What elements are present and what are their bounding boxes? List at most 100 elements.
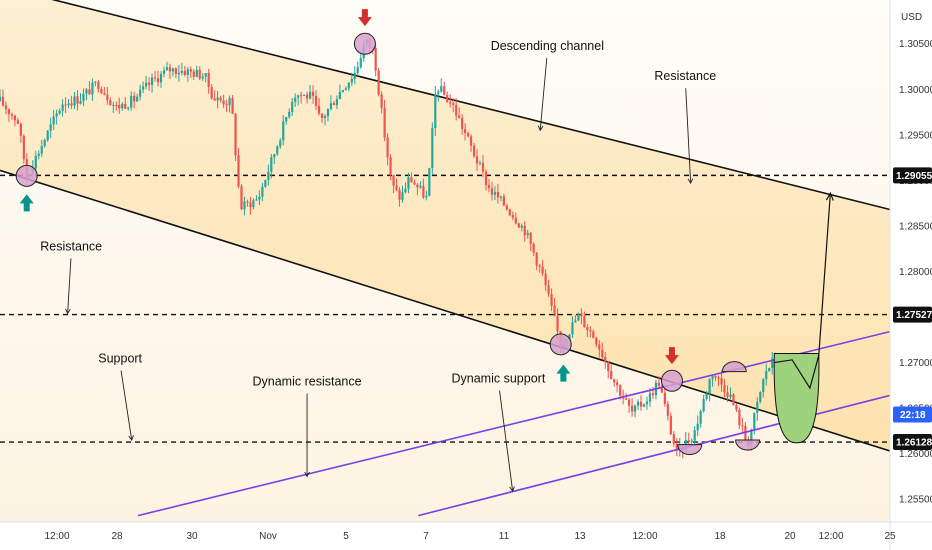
annotation-pointer (539, 58, 548, 131)
x-tick-label: 5 (343, 531, 349, 542)
bullish-candle (144, 75, 148, 90)
bearish-candle (314, 90, 318, 111)
bullish-candle (308, 85, 312, 100)
candle-body (711, 376, 714, 380)
candle-body (493, 191, 497, 195)
candle-body (604, 357, 607, 362)
candle-body (610, 370, 613, 380)
bearish-candle (616, 379, 619, 393)
bullish-candle (279, 138, 282, 149)
candle-body (332, 103, 336, 106)
candle-body (234, 113, 237, 156)
candle-body (198, 69, 201, 79)
candle-body (100, 89, 103, 94)
candle-body (1, 96, 5, 106)
bullish-candle (353, 66, 356, 85)
candle-body (329, 103, 333, 110)
bullish-candle (264, 179, 267, 188)
circle-marker-icon (549, 333, 572, 356)
bearish-candle (124, 97, 127, 110)
bearish-candle (189, 66, 192, 78)
bullish-candle (73, 91, 76, 110)
bearish-candle (380, 91, 383, 114)
bullish-candle (499, 195, 502, 202)
candle-body (34, 155, 37, 169)
arrow-up-icon (19, 194, 34, 212)
bearish-candle (410, 172, 413, 183)
candle-body (252, 200, 255, 208)
bullish-candle (702, 394, 705, 413)
price-level-tag (893, 167, 932, 184)
price-axis[interactable] (890, 0, 932, 550)
candle-body (279, 140, 282, 147)
bullish-candle (699, 409, 702, 428)
bearish-candle (10, 112, 14, 120)
candle-body (762, 378, 765, 392)
bearish-candle (133, 91, 136, 109)
bearish-candle (377, 67, 380, 97)
candle-body (765, 371, 768, 379)
bullish-candle (407, 172, 410, 194)
candle-body (699, 411, 702, 424)
candle-body (484, 171, 488, 186)
bullish-candle (228, 95, 231, 113)
arrow-down-icon (664, 347, 679, 365)
candle-body (10, 114, 14, 116)
bullish-candle (404, 182, 407, 194)
candle-body (347, 82, 350, 89)
candle-body (261, 186, 264, 197)
bearish-candle (64, 97, 67, 114)
candle-body (308, 91, 312, 99)
candle-body (186, 69, 189, 75)
bullish-candle (636, 399, 640, 410)
candle-body (153, 77, 157, 79)
annotation-label: Descending channel (491, 39, 604, 53)
candle-body (43, 140, 46, 147)
candle-body (350, 79, 353, 83)
candle-body (571, 322, 574, 335)
x-tick-label: 25 (884, 531, 896, 542)
bullish-candle (326, 108, 330, 122)
candle-body (544, 273, 547, 286)
candle-body (669, 415, 672, 435)
bearish-candle (395, 178, 398, 192)
candle-body (216, 97, 219, 101)
candle-body (61, 104, 64, 111)
bullish-candle (43, 138, 46, 148)
time-axis[interactable] (0, 522, 932, 550)
candle-body (359, 58, 362, 68)
candle-body (240, 186, 243, 210)
bullish-candle (493, 186, 497, 200)
candle-body (52, 116, 55, 125)
bearish-candle (508, 208, 511, 217)
candle-body (690, 440, 693, 442)
candle-body (201, 76, 204, 79)
candle-body (526, 232, 529, 236)
candle-body (687, 440, 690, 442)
price-tags-layer: 1.29055 1.27527 1.26128 22:18 (893, 167, 932, 451)
annotations-layer: Descending channel Resistance Resistance Su… (40, 39, 716, 492)
candle-body (255, 199, 258, 201)
candle-body (130, 95, 133, 108)
bearish-candle (183, 65, 186, 77)
annotation-pointer-head (128, 435, 134, 441)
bearish-candle (511, 211, 514, 221)
bearish-candle (88, 81, 91, 95)
candle-body (455, 104, 458, 116)
bullish-candle (255, 195, 258, 201)
bullish-candle (341, 89, 344, 93)
bullish-candle (58, 108, 61, 115)
bullish-candle (440, 78, 443, 93)
bullish-candle (696, 415, 699, 437)
candle-body (401, 192, 404, 200)
bearish-candle (481, 155, 485, 178)
bearish-candle (595, 336, 598, 348)
annotation-pointer-head (509, 486, 515, 492)
bullish-candle (765, 363, 768, 386)
candle-body (85, 89, 88, 94)
annotation-pointer-head (304, 471, 310, 478)
x-tick-label: 18 (714, 531, 726, 542)
bearish-candle (657, 376, 661, 389)
bearish-candle (630, 398, 634, 417)
